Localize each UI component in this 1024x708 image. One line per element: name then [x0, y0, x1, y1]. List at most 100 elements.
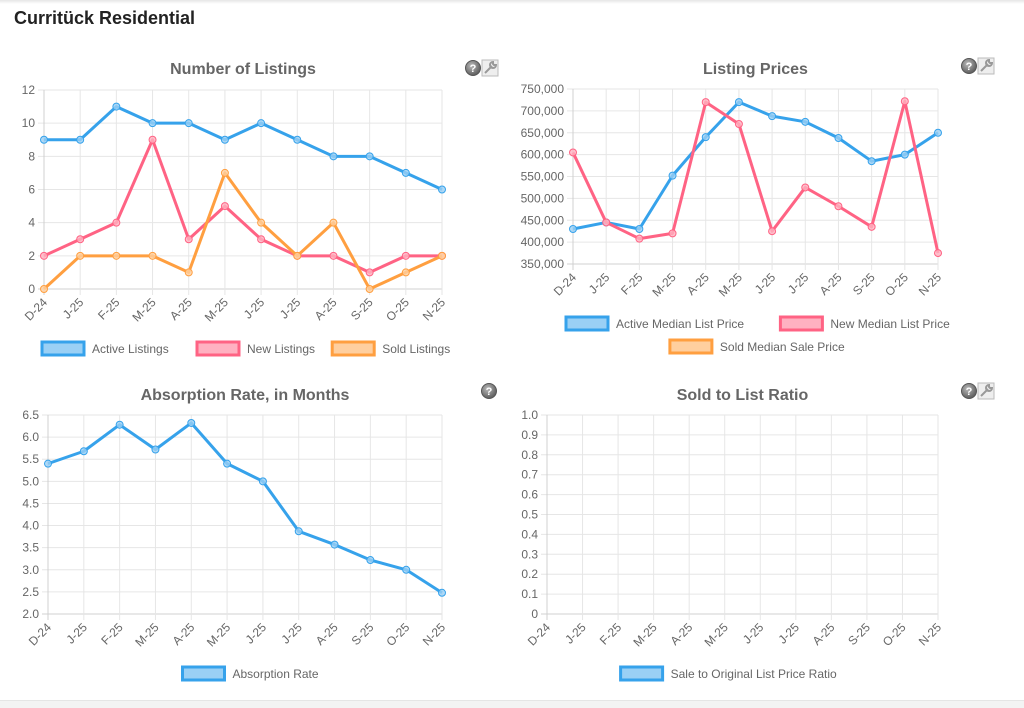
- x-tick-label: N-25: [420, 620, 449, 649]
- chart-title: Number of Listings: [170, 61, 316, 78]
- data-point: [701, 133, 710, 142]
- legend-label: New Median List Price: [830, 317, 950, 331]
- x-tick-label: J-25: [776, 620, 803, 647]
- legend-item[interactable]: Sale to Original List Price Ratio: [619, 665, 837, 682]
- data-point: [187, 418, 196, 427]
- x-tick-label: A-25: [810, 620, 838, 648]
- legend-label: Sold Listings: [382, 342, 450, 356]
- legend-swatch: [619, 665, 665, 682]
- y-tick-label: 0.4: [521, 527, 538, 541]
- legend-swatch: [181, 665, 226, 682]
- x-tick-label: J-25: [64, 620, 91, 647]
- y-tick-label: 500,000: [521, 191, 565, 205]
- x-tick-label: F-25: [597, 620, 625, 648]
- data-point: [867, 222, 876, 231]
- x-tick-label: J-25: [752, 270, 779, 297]
- x-tick-label: M-25: [716, 270, 745, 299]
- data-point: [900, 97, 909, 106]
- legend-item[interactable]: Sold Listings: [330, 340, 450, 357]
- y-tick-label: 0.9: [521, 428, 538, 442]
- data-point: [184, 119, 193, 128]
- y-tick-label: 0.3: [521, 547, 538, 561]
- x-tick-label: J-25: [241, 295, 268, 322]
- data-point: [834, 202, 843, 211]
- data-point: [366, 556, 375, 565]
- data-point: [112, 218, 121, 227]
- legend-label: New Listings: [247, 342, 315, 356]
- data-point: [768, 112, 777, 121]
- legend-item[interactable]: Sold Median Sale Price: [668, 338, 845, 355]
- data-point: [151, 445, 160, 454]
- help-icon[interactable]: ?: [465, 60, 481, 76]
- x-tick-label: N-25: [916, 620, 945, 649]
- x-tick-label: A-25: [167, 295, 195, 323]
- y-tick-label: 700,000: [521, 104, 565, 118]
- x-tick-label: F-25: [98, 620, 126, 648]
- data-point: [329, 152, 338, 161]
- data-point: [801, 183, 810, 192]
- legend-label: Absorption Rate: [233, 667, 319, 681]
- x-tick-label: M-25: [702, 620, 731, 649]
- page-title: Curritück Residential: [14, 8, 196, 28]
- x-tick-label: M-25: [132, 620, 161, 649]
- data-point: [365, 268, 374, 277]
- chart-title: Listing Prices: [703, 61, 808, 78]
- x-tick-label: D-24: [22, 295, 51, 324]
- y-tick-label: 650,000: [521, 126, 565, 140]
- legend-label: Sale to Original List Price Ratio: [671, 667, 837, 681]
- data-point: [257, 119, 266, 128]
- legend-swatch: [40, 340, 86, 357]
- legend-item[interactable]: Active Median List Price: [564, 315, 744, 332]
- chart-absorption: Absorption Rate, in Months 2.0 2.5 3.0 3.5 4.…: [22, 387, 449, 682]
- data-point: [900, 150, 909, 159]
- data-point: [148, 119, 157, 128]
- y-tick-label: 450,000: [521, 213, 565, 227]
- data-point: [76, 235, 85, 244]
- y-tick-label: 2.5: [22, 585, 39, 599]
- series-line-0: [44, 105, 443, 191]
- chart-title: Sold to List Ratio: [677, 387, 809, 404]
- y-tick-label: 12: [22, 83, 36, 97]
- y-tick-label: 5.5: [22, 452, 39, 466]
- series-line-0: [47, 421, 443, 595]
- wrench-icon[interactable]: [481, 59, 499, 77]
- x-tick-label: A-25: [817, 270, 845, 298]
- y-tick-label: 4.0: [22, 519, 39, 533]
- help-icon[interactable]: ?: [961, 383, 977, 399]
- legend-item[interactable]: New Listings: [195, 340, 315, 357]
- x-tick-label: J-25: [278, 620, 305, 647]
- chart-panel-absorption: Absorption Rate, in Months 2.0 2.5 3.0 3.5 4.…: [0, 375, 512, 705]
- y-tick-label: 3.0: [22, 563, 39, 577]
- y-tick-label: 4: [28, 216, 35, 230]
- x-tick-label: O-25: [383, 295, 412, 324]
- data-point: [401, 251, 410, 260]
- data-point: [220, 202, 229, 211]
- help-icon[interactable]: ?: [481, 383, 497, 399]
- x-tick-label: A-25: [170, 620, 198, 648]
- data-point: [402, 565, 411, 574]
- chart-panel-prices: Listing Prices 350,000 400,000 450,000 500,0…: [512, 50, 1024, 380]
- data-point: [934, 249, 942, 258]
- legend-item[interactable]: New Median List Price: [778, 315, 950, 332]
- data-point: [365, 285, 374, 293]
- data-point: [79, 447, 88, 456]
- chart-title: Absorption Rate, in Months: [141, 387, 350, 404]
- y-tick-label: 8: [28, 149, 35, 163]
- legend-item[interactable]: Absorption Rate: [181, 665, 319, 682]
- x-tick-label: N-25: [420, 295, 449, 324]
- wrench-icon[interactable]: [977, 57, 995, 75]
- wrench-icon[interactable]: [977, 382, 995, 400]
- y-tick-label: 0: [531, 607, 538, 621]
- help-icon[interactable]: ?: [961, 58, 977, 74]
- x-tick-label: N-25: [916, 270, 945, 299]
- data-point: [934, 128, 942, 137]
- data-point: [40, 285, 48, 293]
- y-tick-label: 550,000: [521, 170, 565, 184]
- legend-item[interactable]: Active Listings: [40, 340, 169, 357]
- x-tick-label: J-25: [740, 620, 767, 647]
- chart-prices: Listing Prices 350,000 400,000 450,000 500,0…: [521, 61, 950, 355]
- x-tick-label: O-25: [882, 270, 911, 299]
- y-tick-label: 1.0: [521, 408, 538, 422]
- legend-label: Active Listings: [92, 342, 169, 356]
- data-point: [734, 120, 743, 128]
